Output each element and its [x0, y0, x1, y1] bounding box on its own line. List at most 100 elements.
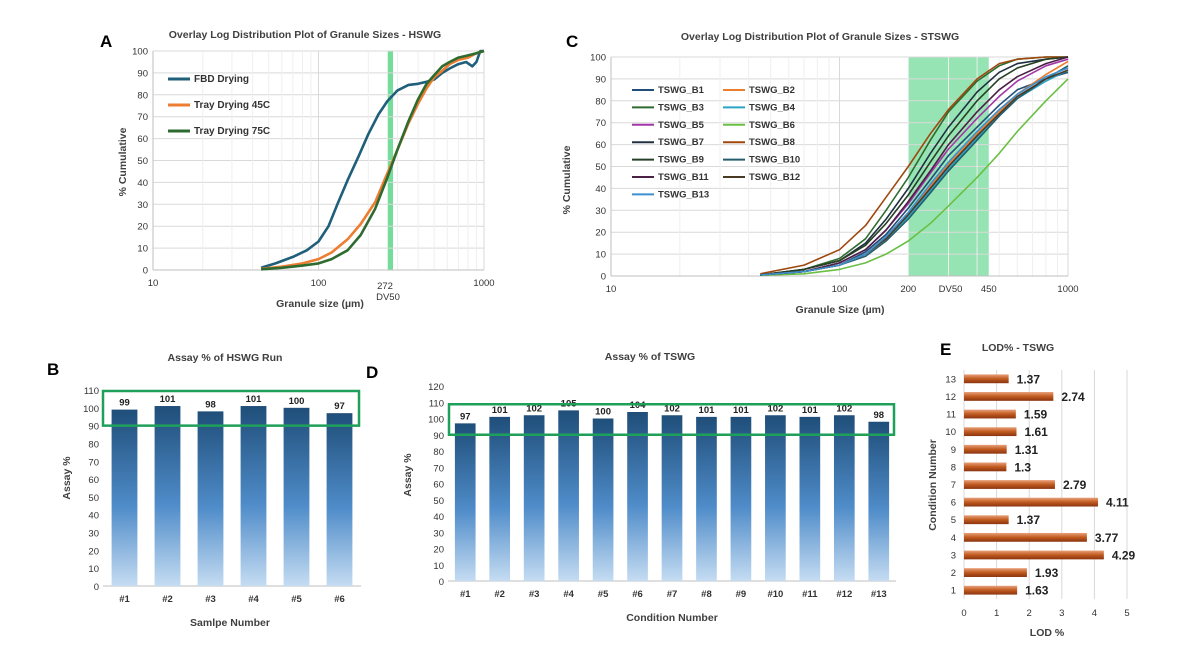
legend-label: Tray Drying 45C [194, 100, 270, 111]
series-line [760, 78, 1069, 277]
y-tick-label: 70 [137, 112, 148, 123]
x-tick-label: #6 [632, 589, 643, 600]
chart-a-title: Overlay Log Distribution Plot of Granule… [169, 29, 441, 41]
y-tick-label: 3 [951, 550, 956, 561]
chart-d-ylabel: Assay % [402, 453, 414, 497]
legend-label: TSWG_B6 [749, 120, 795, 131]
chart-a-annotation-272: 272 [377, 281, 393, 292]
legend-label: TSWG_B12 [749, 172, 800, 183]
lod-bar [964, 444, 1007, 454]
bar-value-label: 101 [246, 394, 263, 405]
y-tick-label: 10 [137, 244, 148, 255]
bar-value-label: 1.93 [1035, 566, 1059, 580]
y-tick-label: 100 [83, 404, 99, 415]
y-tick-label: 5 [951, 515, 956, 526]
x-tick-label: #7 [667, 589, 678, 600]
bar-value-label: 97 [460, 411, 471, 422]
y-tick-label: 40 [433, 512, 444, 523]
x-tick-label: #5 [598, 589, 609, 600]
y-tick-label: 4 [951, 533, 956, 544]
bar-value-label: 102 [526, 403, 542, 414]
assay-bar [558, 410, 579, 581]
panel-label-e: E [940, 340, 951, 359]
y-tick-label: 120 [428, 382, 444, 393]
bar-value-label: 1.37 [1017, 513, 1041, 527]
bar-value-label: 102 [767, 403, 783, 414]
legend-label: TSWG_B10 [749, 155, 800, 166]
assay-bar [489, 416, 511, 581]
lod-bar [964, 585, 1018, 595]
spec-range-box [101, 389, 361, 427]
x-tick-label: #13 [871, 589, 887, 600]
series-line [760, 67, 1069, 276]
chart-d-title: Assay % of TSWG [605, 351, 695, 363]
lod-bar [964, 550, 1104, 560]
y-tick-label: 0 [439, 577, 444, 588]
bar-value-label: 2.79 [1063, 478, 1087, 492]
assay-bar [868, 421, 890, 581]
chart-d-xlabel: Condition Number [626, 612, 718, 624]
x-tick-label: #3 [529, 589, 540, 600]
x-tick-label: #1 [119, 594, 130, 605]
x-tick-label: #8 [701, 589, 712, 600]
x-tick-label: 5 [1124, 608, 1129, 619]
series-line [760, 56, 1069, 276]
y-tick-label: 70 [595, 118, 606, 129]
x-tick-label: 450 [981, 284, 997, 295]
y-tick-label: 80 [88, 439, 99, 450]
chart-c-xlabel: Granule Size (µm) [796, 304, 885, 316]
y-tick-label: 90 [595, 74, 606, 85]
chart-a-xlabel: Granule size (µm) [276, 298, 364, 310]
y-tick-label: 50 [595, 162, 606, 173]
y-tick-label: 70 [88, 457, 99, 468]
spec-range-box [447, 403, 896, 436]
y-tick-label: 60 [137, 134, 148, 145]
legend-label: Tray Drying 75C [194, 126, 270, 137]
assay-bar [696, 416, 717, 581]
y-tick-label: 30 [595, 206, 606, 217]
assay-bar [111, 409, 138, 586]
x-tick-label: 100 [311, 278, 327, 289]
panel-label-b: B [47, 360, 59, 379]
lod-bar [964, 568, 1027, 577]
assay-bar [799, 416, 821, 581]
bar-value-label: 2.74 [1061, 390, 1085, 404]
panel-label-a: A [100, 32, 112, 51]
y-tick-label: 90 [88, 422, 99, 433]
y-tick-label: 100 [132, 47, 148, 58]
y-tick-label: 70 [433, 463, 444, 474]
y-tick-label: 13 [945, 374, 956, 385]
y-tick-label: 11 [946, 410, 956, 421]
y-tick-label: 40 [595, 184, 606, 195]
y-tick-label: 40 [137, 178, 148, 189]
y-tick-label: 110 [429, 398, 444, 409]
chart-b-assay-hswg: Assay % of HSWG Run 0 10 20 30 40 50 60 70 80 90 1… [61, 352, 361, 629]
y-tick-label: 2 [951, 568, 956, 579]
lod-bar [964, 427, 1017, 437]
panel-label-d: D [366, 363, 378, 382]
chart-d-assay-tswg: Assay % of TSWG 0 10 20 30 40 50 60 70 80 90 100 11… [402, 351, 896, 624]
y-tick-label: 10 [88, 564, 99, 575]
series-line [760, 56, 1069, 276]
series-line [260, 49, 484, 270]
legend-label: TSWG_B4 [749, 102, 796, 113]
y-tick-label: 110 [84, 386, 99, 397]
x-tick-label: 200 [900, 284, 916, 295]
legend-label: TSWG_B3 [658, 102, 704, 113]
legend-label: TSWG_B5 [658, 120, 705, 131]
y-tick-label: 20 [595, 228, 606, 239]
assay-bar [592, 418, 614, 581]
chart-e-title: LOD% - TSWG [982, 342, 1054, 354]
assay-bar [154, 406, 181, 586]
x-tick-label: 100 [832, 284, 848, 295]
y-tick-label: 30 [88, 529, 99, 540]
y-tick-label: 80 [137, 90, 148, 101]
assay-bar [661, 415, 683, 581]
assay-bar [240, 406, 267, 586]
bar-value-label: 101 [699, 405, 716, 416]
y-tick-label: 0 [94, 582, 99, 593]
bar-value-label: 1.63 [1025, 584, 1049, 598]
y-tick-label: 50 [433, 496, 444, 507]
x-tick-label: #11 [802, 589, 818, 600]
y-tick-label: 40 [88, 511, 99, 522]
